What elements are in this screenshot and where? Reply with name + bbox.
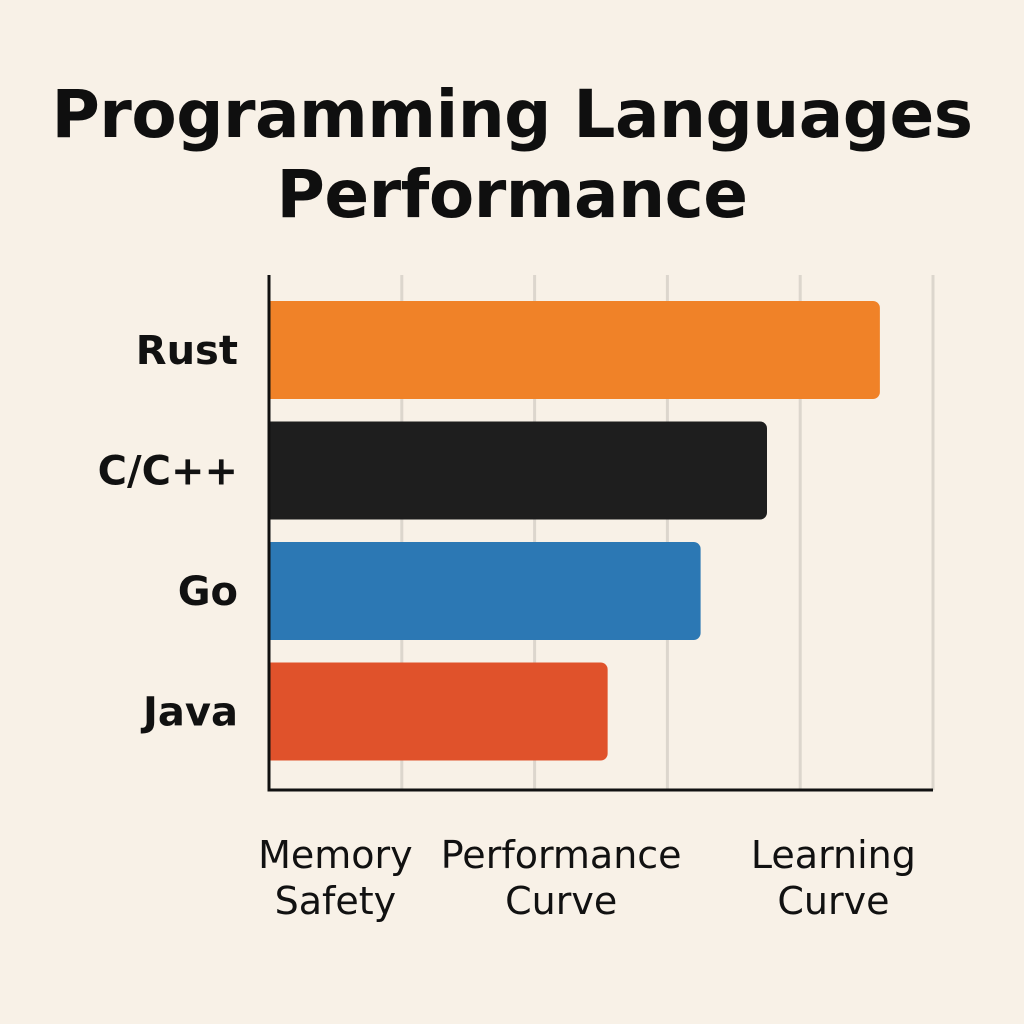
bar-c-c-: [269, 421, 767, 520]
category-label-java: Java: [140, 690, 238, 736]
x-axis-label-2-line-1: Performance: [441, 833, 682, 877]
x-axis-label-3-line-2: Curve: [777, 879, 889, 923]
category-label-rust: Rust: [136, 328, 238, 374]
x-axis-label-1: Memory Safety: [258, 833, 413, 923]
x-axis-label-2-line-2: Curve: [505, 879, 617, 923]
bar-edge-1: [269, 301, 279, 399]
x-axis-label-1-line-1: Memory: [258, 833, 413, 877]
category-label-go: Go: [178, 569, 238, 615]
bar-java: [269, 662, 608, 761]
x-axis-label-1-line-2: Safety: [275, 879, 397, 923]
category-label-c-c-: C/C++: [98, 449, 238, 495]
bar-edge-2: [269, 421, 279, 520]
chart-title-line-1: Programming Languages: [51, 76, 973, 153]
x-axis-label-2: Performance Curve: [441, 833, 682, 923]
chart-title-line-2: Performance: [276, 156, 748, 233]
chart-title: Programming Languages Performance: [0, 75, 1024, 235]
bar-edge-4: [269, 662, 279, 761]
x-axis-label-3: Learning Curve: [751, 833, 916, 923]
bar-edge-3: [269, 542, 279, 640]
x-axis-label-3-line-1: Learning: [751, 833, 916, 877]
bar-go: [269, 542, 701, 640]
bar-rust: [269, 301, 880, 399]
